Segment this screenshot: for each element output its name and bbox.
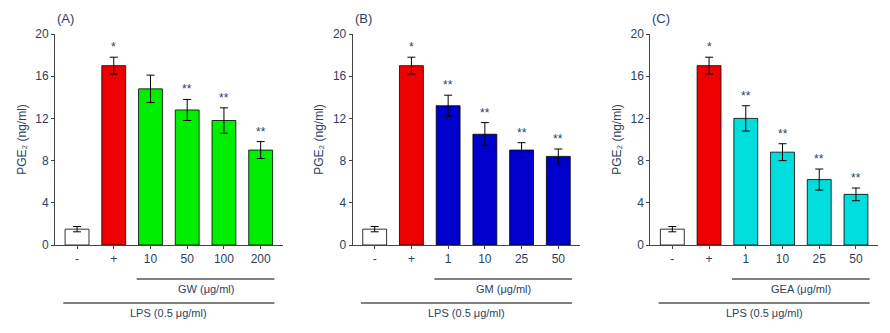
- svg-text:10: 10: [144, 252, 158, 266]
- svg-text:LPS (0.5 μg/ml): LPS (0.5 μg/ml): [726, 307, 803, 319]
- svg-text:4: 4: [637, 196, 644, 210]
- svg-text:(C): (C): [652, 11, 670, 26]
- svg-text:20: 20: [631, 27, 645, 41]
- svg-text:25: 25: [813, 252, 827, 266]
- svg-text:16: 16: [35, 69, 49, 83]
- svg-text:**: **: [256, 125, 266, 139]
- svg-text:**: **: [517, 126, 527, 140]
- svg-text:LPS (0.5 μg/ml): LPS (0.5 μg/ml): [130, 307, 207, 319]
- svg-text:25: 25: [515, 252, 529, 266]
- svg-text:12: 12: [631, 112, 645, 126]
- svg-text:PGE₂ (ng/ml): PGE₂ (ng/ml): [312, 104, 326, 175]
- svg-text:1: 1: [445, 252, 452, 266]
- svg-text:**: **: [814, 152, 824, 166]
- svg-text:200: 200: [251, 252, 271, 266]
- svg-text:-: -: [75, 252, 79, 266]
- svg-text:*: *: [111, 40, 116, 54]
- svg-text:50: 50: [552, 252, 566, 266]
- svg-text:**: **: [741, 89, 751, 103]
- svg-text:8: 8: [340, 154, 347, 168]
- svg-text:+: +: [408, 252, 415, 266]
- svg-text:PGE₂ (ng/ml): PGE₂ (ng/ml): [15, 104, 29, 175]
- svg-text:10: 10: [776, 252, 790, 266]
- svg-text:+: +: [706, 252, 713, 266]
- svg-text:4: 4: [42, 196, 49, 210]
- svg-text:**: **: [219, 91, 229, 105]
- svg-text:LPS (0.5 μg/ml): LPS (0.5 μg/ml): [428, 307, 505, 319]
- svg-text:GM (μg/ml): GM (μg/ml): [476, 283, 531, 295]
- svg-text:**: **: [480, 106, 490, 120]
- svg-text:100: 100: [214, 252, 234, 266]
- svg-text:1: 1: [742, 252, 749, 266]
- svg-text:10: 10: [478, 252, 492, 266]
- svg-text:20: 20: [333, 27, 347, 41]
- svg-text:16: 16: [333, 69, 347, 83]
- svg-text:-: -: [670, 252, 674, 266]
- svg-text:12: 12: [333, 112, 347, 126]
- svg-text:16: 16: [631, 69, 645, 83]
- svg-text:*: *: [409, 40, 414, 54]
- svg-text:*: *: [707, 40, 712, 54]
- svg-text:50: 50: [849, 252, 863, 266]
- svg-text:8: 8: [42, 154, 49, 168]
- svg-text:**: **: [182, 82, 192, 96]
- svg-text:20: 20: [35, 27, 49, 41]
- svg-text:**: **: [553, 132, 563, 146]
- svg-text:0: 0: [340, 238, 347, 252]
- svg-text:**: **: [443, 78, 453, 92]
- svg-text:-: -: [373, 252, 377, 266]
- svg-text:12: 12: [35, 112, 49, 126]
- svg-text:GEA (μg/ml): GEA (μg/ml): [771, 283, 831, 295]
- svg-text:**: **: [851, 171, 861, 185]
- svg-text:4: 4: [340, 196, 347, 210]
- svg-text:**: **: [778, 127, 788, 141]
- svg-text:GW (μg/ml): GW (μg/ml): [178, 283, 234, 295]
- svg-text:50: 50: [181, 252, 195, 266]
- svg-text:(A): (A): [57, 11, 74, 26]
- svg-text:8: 8: [637, 154, 644, 168]
- svg-text:0: 0: [42, 238, 49, 252]
- svg-text:PGE₂ (ng/ml): PGE₂ (ng/ml): [610, 104, 624, 175]
- svg-text:+: +: [110, 252, 117, 266]
- svg-text:0: 0: [637, 238, 644, 252]
- svg-text:(B): (B): [355, 11, 372, 26]
